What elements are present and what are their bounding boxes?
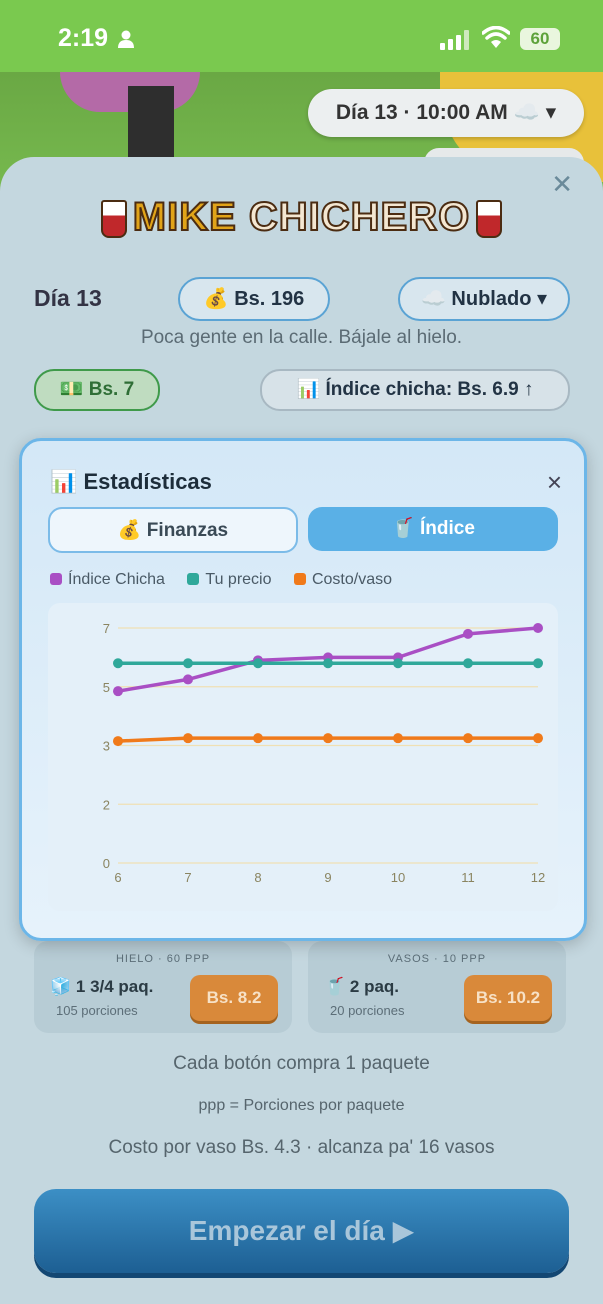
clock: 2:19 <box>58 24 109 52</box>
data-point <box>113 658 123 669</box>
line-chart: 0 2 3 5 7 6 7 8 9 10 11 12 <box>48 603 558 911</box>
price-badge[interactable]: 💵 Bs. 7 <box>34 369 160 411</box>
hint-text: Poca gente en la calle. Bájale al hielo. <box>140 327 463 348</box>
data-point <box>533 623 543 633</box>
legend-item: Índice Chicha <box>50 571 165 588</box>
legend-swatch <box>293 573 306 585</box>
day-time-pill[interactable]: Día 13 · 10:00 AM ☁️ ▾ <box>308 89 584 137</box>
tab-finanzas[interactable]: 💰 Finanzas <box>48 507 298 553</box>
data-point <box>323 733 333 744</box>
close-icon[interactable]: × <box>546 467 562 497</box>
logo-mike: MIKE <box>132 194 237 240</box>
logo-chichero: CHICHERO <box>248 194 471 240</box>
card-portions: 105 porciones <box>56 1003 138 1018</box>
data-point <box>323 658 333 669</box>
data-point <box>463 658 473 669</box>
x-tick-label: 7 <box>184 870 191 885</box>
cup-icon <box>476 200 503 239</box>
legend-swatch <box>187 573 200 585</box>
data-point <box>393 658 403 669</box>
y-tick-label: 7 <box>103 621 110 636</box>
ice-card: HIELO · 60 PPP 🧊 1 3/4 paq. 105 porcione… <box>34 941 292 1033</box>
data-point <box>253 733 263 744</box>
cups-card: VASOS · 10 PPP 🥤 2 paq. 20 porciones Bs.… <box>308 941 566 1033</box>
signal-icon <box>440 30 469 50</box>
data-point <box>533 733 543 744</box>
data-point <box>183 674 193 685</box>
data-point <box>533 658 543 669</box>
data-point <box>463 733 473 744</box>
legend-item: Costo/vaso <box>293 571 392 588</box>
legend-item: Tu precio <box>187 571 272 588</box>
card-qty: 🥤 2 paq. <box>324 977 400 996</box>
tab-indice[interactable]: 🥤 Índice <box>308 507 558 551</box>
x-tick-label: 6 <box>114 870 121 885</box>
legend-swatch <box>50 573 62 585</box>
y-tick-label: 0 <box>103 856 110 871</box>
y-tick-label: 3 <box>103 739 110 754</box>
game-logo: MIKE CHICHERO <box>0 194 603 240</box>
data-point <box>113 686 123 697</box>
card-header: HIELO · 60 PPP <box>115 953 211 965</box>
panel-close-icon[interactable]: ✕ <box>551 169 573 199</box>
x-tick-label: 8 <box>254 870 261 885</box>
cup-icon <box>100 200 127 239</box>
start-day-button[interactable]: Empezar el día ▶ <box>34 1189 569 1273</box>
card-header: VASOS · 10 PPP <box>387 953 487 965</box>
y-tick-label: 2 <box>103 797 110 812</box>
battery-icon: 60 <box>520 28 560 50</box>
y-tick-label: 5 <box>103 680 110 695</box>
chart-legend: Índice Chicha Tu precio Costo/vaso <box>50 571 410 589</box>
chart-svg: 0 2 3 5 7 6 7 8 9 10 11 12 <box>103 621 545 885</box>
note-ppp: ppp = Porciones por paquete <box>198 1097 405 1114</box>
x-tick-label: 9 <box>324 870 331 885</box>
data-point <box>253 658 263 669</box>
x-tick-label: 12 <box>531 870 545 885</box>
weather-dropdown[interactable]: ☁️ Nublado ▾ <box>398 277 570 321</box>
x-tick-label: 10 <box>391 870 405 885</box>
status-bar: 2:19 60 <box>0 0 603 72</box>
x-tick-label: 11 <box>461 870 475 885</box>
data-point <box>393 733 403 744</box>
character-sprite <box>128 86 174 166</box>
index-badge[interactable]: 📊 Índice chicha: Bs. 6.9 ↑ <box>260 369 570 411</box>
data-point <box>113 736 123 747</box>
buy-cups-button[interactable]: Bs. 10.2 <box>464 975 552 1021</box>
wifi-icon <box>482 26 510 48</box>
buy-ice-button[interactable]: Bs. 8.2 <box>190 975 278 1021</box>
day-label: Día 13 <box>34 285 102 311</box>
data-point <box>463 628 473 639</box>
money-badge: 💰 Bs. 196 <box>178 277 330 321</box>
note-buy: Cada botón compra 1 paquete <box>173 1053 430 1074</box>
data-point <box>183 658 193 669</box>
person-icon <box>118 30 134 48</box>
note-cost: Costo por vaso Bs. 4.3 · alcanza pa' 16 … <box>108 1137 495 1158</box>
stats-modal: 📊 Estadísticas × 💰 Finanzas 🥤 Índice Índ… <box>19 438 587 941</box>
data-point <box>183 733 193 744</box>
modal-title: 📊 Estadísticas <box>50 469 212 494</box>
card-portions: 20 porciones <box>330 1003 405 1018</box>
card-qty: 🧊 1 3/4 paq. <box>50 977 154 996</box>
